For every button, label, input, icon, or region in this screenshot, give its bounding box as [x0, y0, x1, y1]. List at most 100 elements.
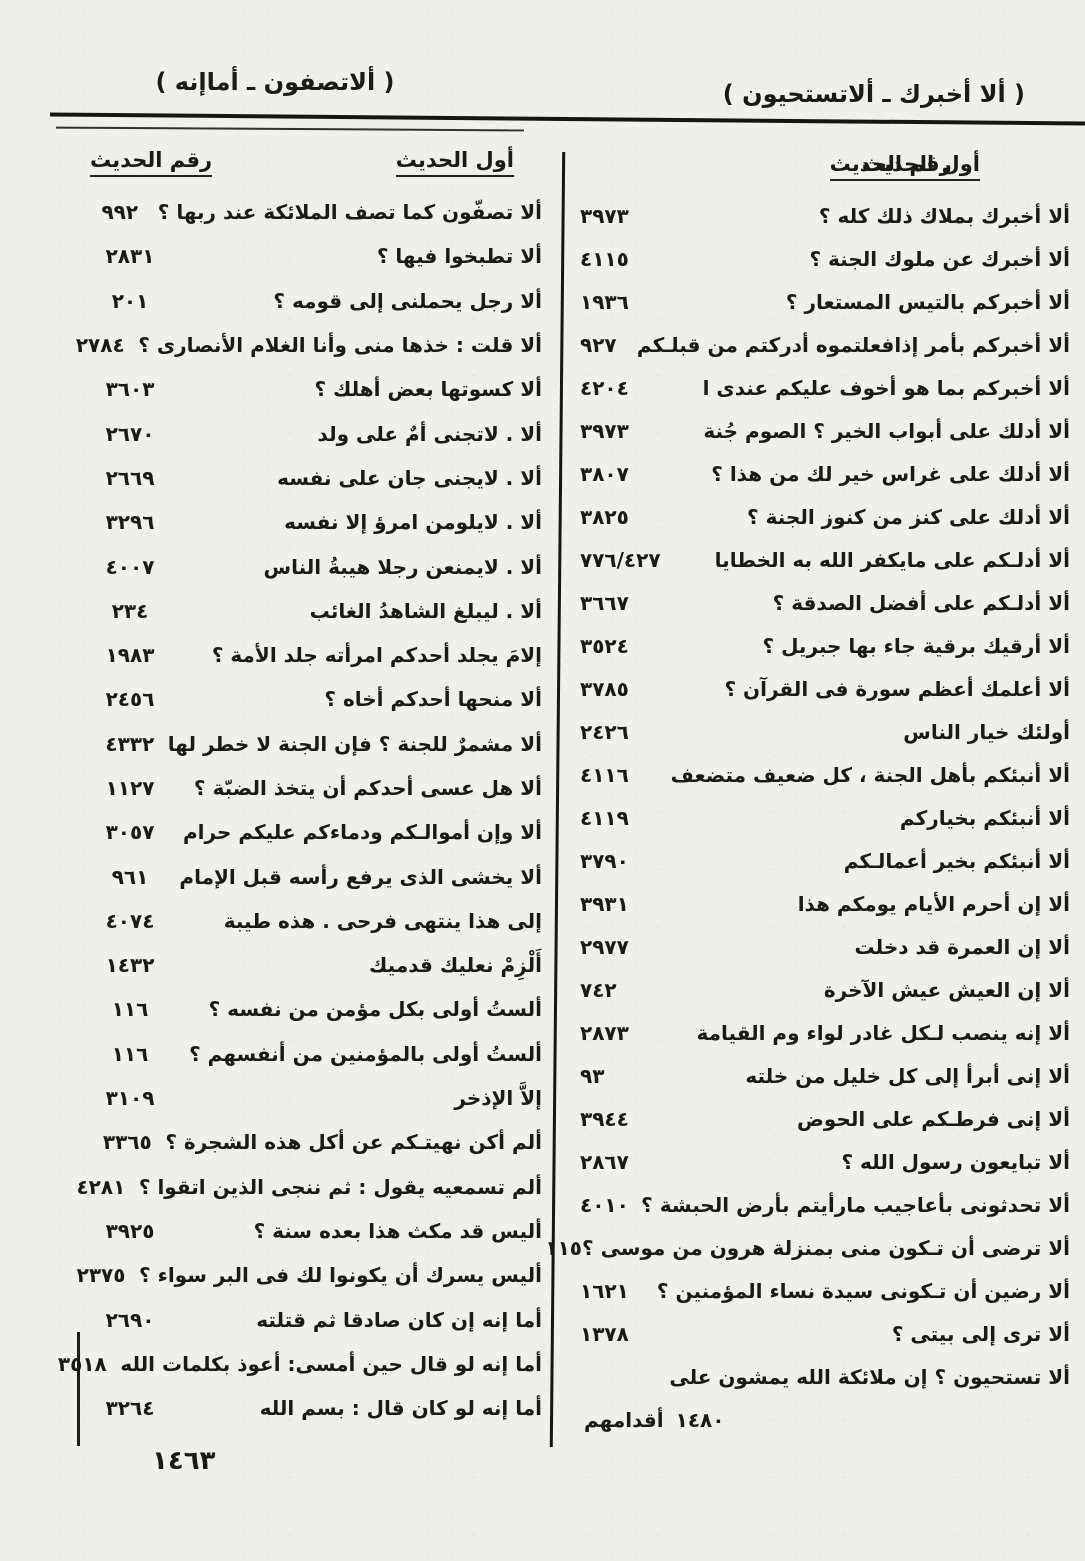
index-row: ألا كسوتها بعض أهلك ؟ ٣٦٠٣	[90, 367, 542, 411]
hadith-number: ٣٨٢٥	[580, 504, 629, 529]
hadith-number: ٣٨٠٧	[580, 461, 629, 486]
index-row: ألا تحدثونى بأعاجيب مارأيتم بأرض الحبشة …	[578, 1183, 1070, 1226]
index-row: ألا أدلـكم على مايكفر الله به الخطايا ٧٧…	[578, 538, 1070, 581]
hadith-number: ٢٦٧٠	[105, 421, 155, 446]
hadith-first-words: ألا أنبئكم بخير أعمالـكم	[843, 848, 1070, 873]
index-row: ألا إنى أبرأ إلى كل خليل من خلته ٩٣	[578, 1054, 1070, 1097]
index-row: ألا . لايلومن امرؤ إلا نفسه ٣٢٩٦	[90, 500, 542, 544]
hadith-first-words: ألا أعلمك أعظم سورة فى القرآن ؟	[724, 676, 1070, 701]
hadith-first-words: ألا أدلـكم على أفضل الصدقة ؟	[772, 590, 1070, 615]
hadith-number: ١٩٨٣	[105, 643, 155, 668]
hadith-first-words: ألا إن العيش عيش الآخرة	[823, 977, 1070, 1002]
hadith-number: ٢٤٥٦	[105, 687, 155, 712]
index-row: ألا رجل يحملنى إلى قومه ؟ ٢٠١	[90, 279, 542, 323]
index-row: ألا أدلك على أبواب الخير ؟ الصوم جُنة ٣٩…	[578, 409, 1070, 452]
hadith-first-words: ألا قلت : خذها منى وأنا الغلام الأنصارى …	[138, 333, 542, 358]
index-row: ألا . لايمنعن رجلا هيبةُ الناس ٤٠٠٧	[90, 544, 542, 588]
hadith-number: ٢٩٧٧	[580, 934, 629, 959]
right-column-header: أول الحديث رقم الحديث	[578, 152, 1070, 194]
hadith-number: ٤٠٧٤	[105, 908, 155, 933]
hadith-first-words: إلامَ يجلد أحدكم امرأته جلد الأمة ؟	[211, 643, 542, 668]
hadith-number: ٣٩٤٤	[580, 1106, 629, 1131]
hadith-number: ٣١٠٩	[105, 1086, 155, 1111]
index-row: ألا مشمرٌ للجنة ؟ فإن الجنة لا خطر لها ٤…	[90, 722, 542, 766]
hadith-number: ٣٩٧٣	[580, 418, 629, 443]
hadith-number: ٢٣٤	[111, 598, 149, 623]
hadith-first-words: ألا أخبرك عن ملوك الجنة ؟	[809, 246, 1070, 271]
index-row: ألا إنى فرطـكم على الحوض ٣٩٤٤	[578, 1097, 1070, 1140]
index-row: ألا أنبئكم بخير أعمالـكم ٣٧٩٠	[578, 839, 1070, 882]
hadith-number: ١١٦	[111, 1041, 149, 1066]
hadith-first-words: ألا أنبئكم بخياركم	[899, 805, 1070, 830]
margin-line	[77, 1332, 80, 1446]
hadith-first-words: ألا أدلـكم على مايكفر الله به الخطايا	[714, 547, 1070, 572]
hadith-first-words: إلى هذا ينتهى فرحى . هذه طيبة	[223, 908, 542, 933]
index-row: ألا أنبئكم بأهل الجنة ، كل ضعيف متضعف ٤١…	[578, 753, 1070, 796]
hadith-first-words: ألا ترى إلى بيتى ؟	[891, 1321, 1070, 1346]
running-head-right: ( ألا أخبرك ـ ألاتستحيون )	[722, 80, 1025, 108]
hadith-first-words: ألا إنه ينصب لـكل غادر لواء وم القيامة	[696, 1020, 1070, 1045]
hadith-number: ٩٣	[580, 1063, 605, 1088]
index-row: ألا أدلك على كنز من كنوز الجنة ؟ ٣٨٢٥	[578, 495, 1070, 538]
hadith-first-words: ألا . ليبلغ الشاهدُ الغائب	[309, 598, 542, 623]
running-head-left: ( ألاتصفون ـ أماإنه )	[155, 68, 395, 96]
index-row: ألا أعلمك أعظم سورة فى القرآن ؟ ٣٧٨٥	[578, 667, 1070, 710]
hadith-first-words: ألا إن العمرة قد دخلت	[854, 934, 1071, 959]
hadith-first-words: ألا تستحيون ؟ إن ملائكة الله يمشون على	[669, 1364, 1070, 1389]
hadith-number: ٢٤٢٦	[580, 719, 629, 744]
hadith-first-words: ألا ترضى أن تـكون منى بمنزلة هرون من موس…	[582, 1235, 1070, 1260]
hadith-first-words: أما إنه لو قال حين أمسى: أعوذ بكلمات الل…	[120, 1351, 542, 1376]
hadith-first-words: إلاَّ الإذخر	[454, 1086, 542, 1111]
hadith-first-words: ألا تبايعون رسول الله ؟	[841, 1149, 1070, 1174]
index-row: ألا أخبرك عن ملوك الجنة ؟ ٤١١٥	[578, 237, 1070, 280]
index-row: أما إنه لو قال حين أمسى: أعوذ بكلمات الل…	[58, 1342, 542, 1386]
right-index-rows: ألا أخبرك بملاك ذلك كله ؟ ٣٩٧٣ ألا أخبرك…	[545, 194, 1070, 1441]
hadith-number: ٢٦٩٠	[105, 1307, 155, 1332]
left-index-column: أول الحديث رقم الحديث ألا تصفّون كما تصف…	[58, 148, 542, 1430]
index-row: ألا إن العمرة قد دخلت ٢٩٧٧	[578, 925, 1070, 968]
hadith-first-words: ألا . لايجنى جان على نفسه	[277, 465, 542, 490]
hadith-number: ٩٩٢	[101, 200, 139, 225]
index-row: ألا أدلـكم على أفضل الصدقة ؟ ٣٦٦٧	[578, 581, 1070, 624]
hadith-first-words: ألا . لاتجنى أمٌ على ولد	[317, 421, 542, 446]
index-row: ألا منحها أحدكم أخاه ؟ ٢٤٥٦	[90, 677, 542, 721]
hadith-number: ٢٧٨٤	[75, 333, 125, 358]
hadith-number: ١١٢٧	[105, 776, 155, 800]
hadith-first-words: ألا . لايمنعن رجلا هيبةُ الناس	[263, 554, 543, 579]
hadith-first-words: ألستُ أولى بالمؤمنين من أنفسهم ؟	[189, 1041, 542, 1066]
hadith-first-words: أليس يسرك أن يكونوا لك فى البر سواء ؟	[139, 1263, 542, 1288]
hadith-number: ٤٠٠٧	[105, 554, 155, 579]
index-row: ألا أدلك على غراس خير لك من هذا ؟ ٣٨٠٧	[578, 452, 1070, 495]
hadith-number: ١٤٨٠	[675, 1407, 725, 1432]
hadith-first-words: ألا منحها أحدكم أخاه ؟	[324, 687, 542, 712]
index-row: ألا أخبركم بأمر إذافعلتموه أدركتم من قبل…	[578, 323, 1070, 366]
hadith-number: ٢٨٦٧	[580, 1149, 629, 1174]
index-row: ألا إن العيش عيش الآخرة ٧٤٢	[578, 968, 1070, 1011]
hadith-first-words: ألا أنبئكم بأهل الجنة ، كل ضعيف متضعف	[670, 762, 1070, 787]
hadith-number: ١٤٣٢	[105, 953, 155, 978]
left-index-rows: ألا تصفّون كما تصف الملائكة عند ربها ؟ ٩…	[58, 190, 542, 1430]
hadith-first-words: ألم تسمعيه يقول : ثم ننجى الذين اتقوا ؟	[138, 1174, 542, 1199]
hadith-first-words: ألا كسوتها بعض أهلك ؟	[314, 377, 542, 402]
index-row: ألستُ أولى بالمؤمنين من أنفسهم ؟ ١١٦	[90, 1032, 542, 1076]
hadith-first-words: ألا أخبركم بما هو أخوف عليكم عندى ا	[702, 375, 1070, 400]
index-row: ألا وإن أموالـكم ودماءكم عليكم حرام ٣٠٥٧	[90, 810, 542, 854]
hadith-first-words: ألستُ أولى بكل مؤمن من نفسه ؟	[208, 997, 542, 1022]
index-row: ألا . ليبلغ الشاهدُ الغائب ٢٣٤	[90, 589, 542, 633]
hadith-first-words: أولئك خيار الناس	[903, 719, 1070, 744]
index-row: ألا رضين أن تـكونى سيدة نساء المؤمنين ؟ …	[578, 1269, 1070, 1312]
index-row: أما إنه إن كان صادقا ثم قتلته ٢٦٩٠	[90, 1297, 542, 1341]
hadith-number: ٣٩٢٥	[105, 1218, 155, 1243]
hadith-first-words: أما إنه إن كان صادقا ثم قتلته	[256, 1307, 542, 1332]
hadith-number: ٣٧٨٥	[580, 676, 629, 701]
left-column-header: أول الحديث رقم الحديث	[90, 148, 542, 190]
hadith-first-words: أليس قد مكث هذا بعده سنة ؟	[253, 1218, 542, 1243]
hadith-first-words: ألا مشمرٌ للجنة ؟ فإن الجنة لا خطر لها	[167, 731, 542, 756]
hadith-first-words: ألا أرقيك برقية جاء بها جبريل ؟	[762, 633, 1070, 658]
hadith-number: ٩٢٧	[580, 332, 617, 357]
index-row: أما إنه لو كان قال : بسم الله ٣٢٦٤	[90, 1386, 542, 1430]
hadith-number: ٣٩٣١	[580, 891, 629, 916]
hadith-number: ١١٦	[111, 997, 149, 1022]
hadith-number: ٣٢٩٦	[105, 510, 155, 535]
index-row: ألا ترضى أن تـكون منى بمنزلة هرون من موس…	[545, 1226, 1070, 1269]
